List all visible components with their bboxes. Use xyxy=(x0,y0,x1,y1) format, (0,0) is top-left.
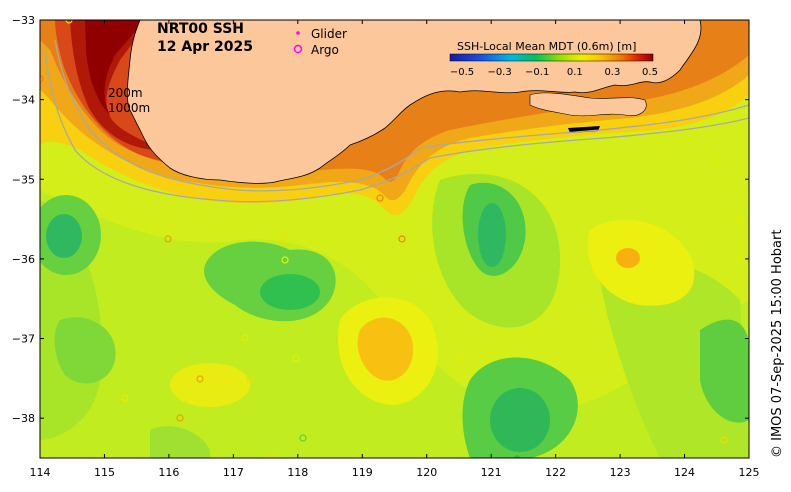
x-tick-label: 119 xyxy=(352,466,373,479)
argo-float xyxy=(735,215,743,223)
argo-float xyxy=(292,354,300,362)
isobath-1000m-label: 1000m xyxy=(108,101,150,115)
argo-float xyxy=(40,75,44,83)
colorbar: SSH-Local Mean MDT (0.6m) [m] −0.5 −0.3 −0… xyxy=(449,40,658,78)
x-tick-label: 116 xyxy=(158,466,179,479)
eddy-south-west-2 xyxy=(150,426,210,458)
argo-float xyxy=(457,355,465,363)
y-tick-label: −34 xyxy=(12,94,35,107)
imos-credit: © IMOS 07-Sep-2025 15:00 Hobart xyxy=(770,230,785,458)
x-tick-label: 124 xyxy=(674,466,695,479)
x-tick-label: 114 xyxy=(30,466,51,479)
eddy-central-core xyxy=(260,274,320,310)
colorbar-title: SSH-Local Mean MDT (0.6m) [m] xyxy=(457,40,636,53)
warm-anomaly-sw xyxy=(170,363,250,407)
argo-float xyxy=(376,194,384,202)
y-tick-label: −36 xyxy=(12,253,35,266)
argo-float xyxy=(398,235,406,243)
eddy-north-core xyxy=(478,203,506,267)
argo-legend-icon xyxy=(293,44,303,54)
argo-float xyxy=(196,375,204,383)
glider-legend-icon xyxy=(296,31,300,35)
y-tick-label: −35 xyxy=(12,173,35,186)
argo-float xyxy=(164,235,172,243)
y-axis: −33 −34 −35 −36 −37 −38 xyxy=(12,14,749,425)
warm-anomaly-south-core xyxy=(357,317,414,381)
eddy-east xyxy=(700,319,749,423)
x-tick-label: 121 xyxy=(481,466,502,479)
argo-float xyxy=(279,234,287,242)
ssh-field-east xyxy=(600,262,749,458)
plot-frame xyxy=(39,19,750,459)
argo-legend-label: Argo xyxy=(311,43,339,57)
colorbar-gradient xyxy=(449,53,654,62)
argo-floats xyxy=(40,20,744,458)
argo-float xyxy=(176,414,184,422)
argo-float xyxy=(281,256,289,264)
argo-float xyxy=(241,334,249,342)
colorbar-tick-label: 0.5 xyxy=(642,67,658,78)
x-tick-label: 123 xyxy=(610,466,631,479)
y-tick-label: −33 xyxy=(12,14,35,27)
colorbar-tick-label: 0.3 xyxy=(604,67,620,78)
isobath-200m-line xyxy=(54,39,749,192)
glider-legend-label: Glider xyxy=(311,27,347,41)
colorbar-ticks: −0.5 −0.3 −0.1 0.1 0.3 0.5 xyxy=(450,67,658,78)
colorbar-tick-label: −0.3 xyxy=(487,67,511,78)
colorbar-tick-label: −0.5 xyxy=(450,67,474,78)
argo-float xyxy=(65,20,73,24)
eddy-southwest xyxy=(54,317,116,384)
coastal-islands xyxy=(529,92,647,117)
coastal-band-maroon xyxy=(85,20,145,115)
isobath-200m-label: 200m xyxy=(108,86,143,100)
colorbar-tick-label: 0.1 xyxy=(567,67,583,78)
x-tick-label: 125 xyxy=(739,466,760,479)
argo-float xyxy=(720,436,728,444)
map-date: 12 Apr 2025 xyxy=(157,39,253,55)
x-tick-label: 115 xyxy=(94,466,115,479)
warm-anomaly-east-core xyxy=(616,248,640,268)
plot-area xyxy=(40,20,749,458)
x-tick-label: 122 xyxy=(545,466,566,479)
x-tick-label: 118 xyxy=(287,466,308,479)
warm-anomaly-east xyxy=(587,219,695,306)
argo-float xyxy=(121,394,129,402)
y-tick-label: −38 xyxy=(12,412,35,425)
marker-legend: Glider Argo xyxy=(293,27,347,57)
map-title: NRT00 SSH xyxy=(157,21,244,37)
isobath-1000m-line xyxy=(44,44,749,203)
eddy-west-core xyxy=(46,214,82,258)
glider-marker xyxy=(514,455,520,458)
x-tick-label: 120 xyxy=(416,466,437,479)
x-tick-label: 117 xyxy=(223,466,244,479)
argo-float xyxy=(269,454,277,458)
y-tick-label: −37 xyxy=(12,333,35,346)
eddy-south-core xyxy=(490,388,550,452)
argo-float xyxy=(299,434,307,442)
argo-float xyxy=(713,156,721,164)
x-axis: 114 115 116 117 118 119 120 121 122 123 124 125 xyxy=(30,20,760,479)
colorbar-tick-label: −0.1 xyxy=(525,67,549,78)
argo-float xyxy=(736,254,744,262)
argo-float xyxy=(246,376,254,384)
